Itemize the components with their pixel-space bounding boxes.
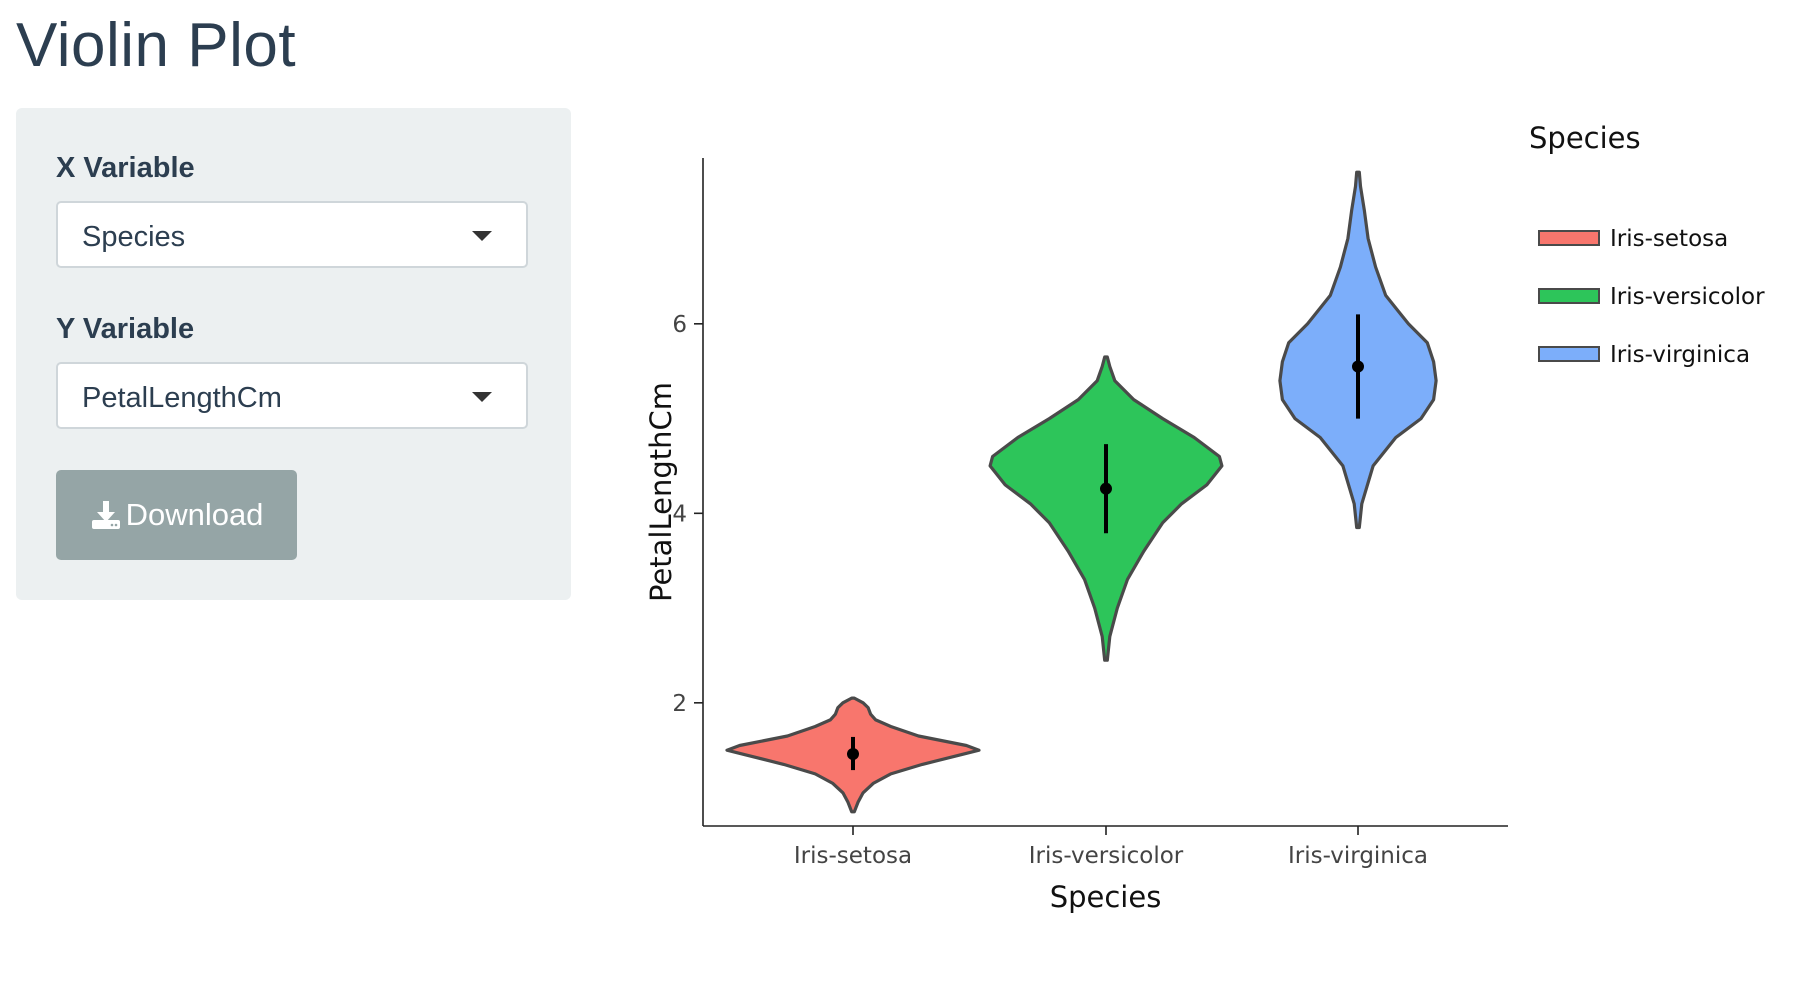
y-variable-label: Y Variable: [56, 313, 195, 345]
y-tick-label: 4: [672, 501, 687, 527]
legend-label: Iris-virginica: [1610, 342, 1750, 368]
legend-label: Iris-setosa: [1610, 226, 1728, 252]
mean-point: [1100, 482, 1112, 495]
x-axis-title: Species: [1050, 880, 1162, 914]
y-variable-select[interactable]: PetalLengthCm: [56, 362, 528, 429]
legend-swatch: [1538, 230, 1600, 246]
legend-title: Species: [1529, 121, 1641, 155]
mean-point: [1352, 360, 1364, 373]
y-axis-title: PetalLengthCm: [644, 382, 678, 602]
chevron-down-icon: [472, 231, 492, 241]
legend-label: Iris-versicolor: [1610, 284, 1765, 310]
y-tick-label: 2: [672, 691, 687, 717]
y-variable-value: PetalLengthCm: [82, 382, 282, 414]
page-title: Violin Plot: [16, 11, 297, 80]
download-icon: [90, 499, 122, 531]
x-tick-label: Iris-setosa: [794, 843, 912, 869]
x-variable-label: X Variable: [56, 152, 195, 184]
x-tick-label: Iris-versicolor: [1029, 843, 1184, 869]
sidebar-panel: X Variable Species Y Variable PetalLengt…: [16, 108, 571, 600]
chevron-down-icon: [472, 392, 492, 402]
download-button-label: Download: [125, 497, 264, 532]
mean-point: [847, 747, 859, 760]
download-button[interactable]: Download: [56, 470, 297, 560]
x-tick-label: Iris-virginica: [1288, 843, 1428, 869]
legend-swatch: [1538, 346, 1600, 362]
legend-swatch: [1538, 288, 1600, 304]
y-tick-label: 6: [672, 312, 687, 338]
x-variable-select[interactable]: Species: [56, 201, 528, 268]
x-variable-value: Species: [82, 221, 186, 253]
